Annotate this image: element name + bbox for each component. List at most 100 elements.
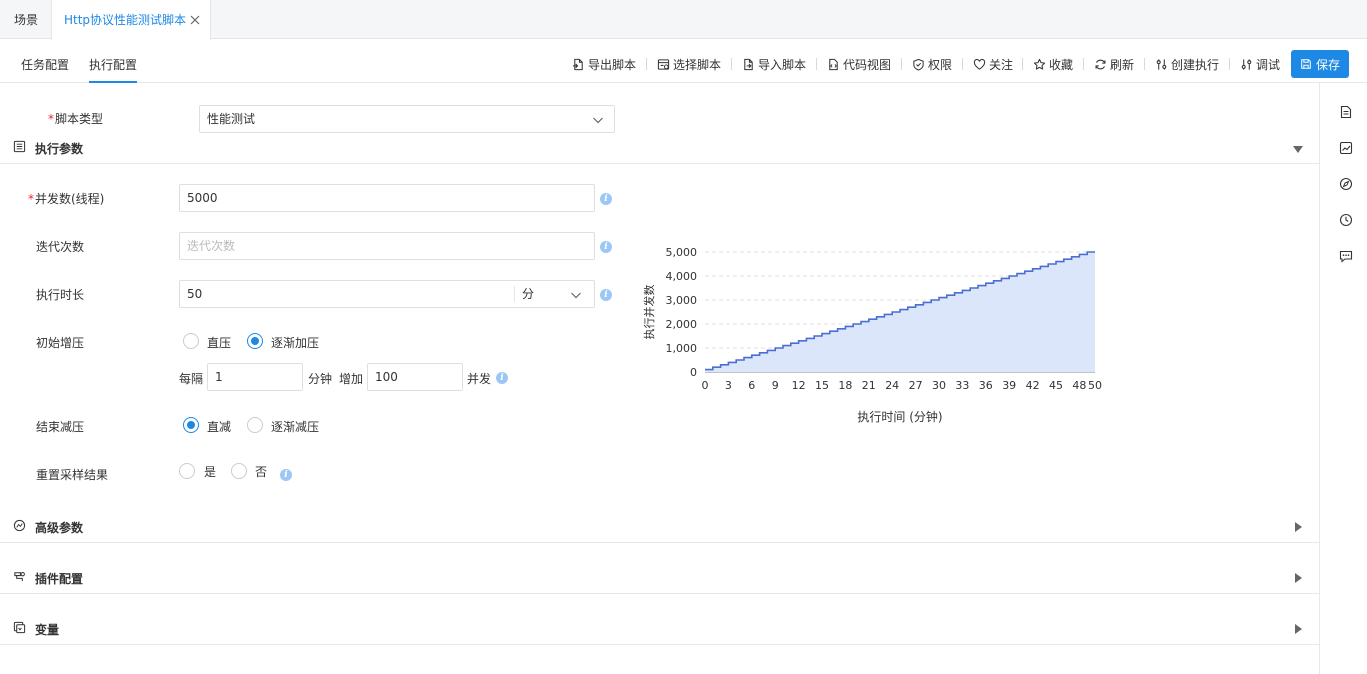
expand-icon[interactable]	[1295, 522, 1302, 532]
trend-chart-icon[interactable]	[1339, 141, 1353, 155]
chart-x-tick-label: 48	[1072, 379, 1086, 392]
permission-label: 权限	[928, 57, 953, 72]
follow-button[interactable]: 关注	[973, 56, 1013, 72]
info-icon[interactable]: i	[600, 289, 612, 301]
toolbar-divider	[731, 58, 732, 70]
save-icon	[1301, 59, 1311, 69]
code-view-button[interactable]: 代码视图	[827, 56, 891, 72]
chart-x-tick-label: 27	[909, 379, 923, 392]
section-divider	[0, 593, 1319, 594]
code-view-label: 代码视图	[843, 57, 892, 72]
tab-bar: 场景 Http协议性能测试脚本	[0, 0, 1367, 40]
debug-button[interactable]: 调试	[1240, 56, 1280, 72]
concurrency-label: *并发数(线程)	[28, 192, 105, 206]
minute-label: 分钟	[308, 372, 333, 386]
debug-label: 调试	[1256, 57, 1281, 72]
radio-reset-no[interactable]	[231, 463, 247, 479]
script-type-value: 性能测试	[207, 112, 256, 126]
list-icon	[13, 140, 26, 153]
compass-icon[interactable]	[1339, 177, 1353, 191]
duration-unit-select[interactable]: 分	[522, 287, 535, 301]
heart-icon	[973, 58, 986, 70]
info-icon[interactable]: i	[280, 469, 292, 481]
radio-direct-decrease[interactable]	[183, 417, 199, 433]
interval-input[interactable]: 1	[207, 363, 303, 391]
close-icon[interactable]	[189, 14, 201, 26]
radio-reset-no-label: 否	[255, 465, 268, 479]
concurrency-input[interactable]: 5000	[179, 184, 595, 212]
chart-x-tick-label: 12	[792, 379, 806, 392]
radio-gradual-decrease-label: 逐渐减压	[271, 420, 320, 434]
chart-x-tick-label: 50	[1088, 379, 1102, 392]
follow-label: 关注	[989, 57, 1014, 72]
radio-direct-pressure[interactable]	[183, 333, 199, 349]
advanced-params-title[interactable]: 高级参数	[35, 521, 84, 535]
import-script-button[interactable]: 导入脚本	[742, 56, 806, 72]
section-divider	[0, 644, 1319, 645]
script-type-select[interactable]: 性能测试	[199, 105, 615, 133]
tab-scene[interactable]: 场景	[14, 13, 39, 27]
clock-icon[interactable]	[1339, 213, 1353, 227]
info-icon[interactable]: i	[496, 372, 508, 384]
chart-x-tick-label: 15	[815, 379, 829, 392]
every-label: 每隔	[179, 372, 204, 386]
document-icon[interactable]	[1339, 105, 1353, 119]
favorite-label: 收藏	[1049, 57, 1074, 72]
tab-http-script[interactable]: Http协议性能测试脚本	[51, 0, 211, 40]
chart-x-tick-label: 30	[932, 379, 946, 392]
info-icon[interactable]: i	[600, 193, 612, 205]
save-button[interactable]: 保存	[1291, 50, 1349, 78]
chevron-down-icon	[593, 117, 603, 124]
ramp-down-label: 结束减压	[36, 420, 85, 434]
radio-gradual-ramp-up[interactable]	[247, 333, 263, 349]
refresh-button[interactable]: 刷新	[1094, 56, 1134, 72]
debug-sliders-icon	[1241, 58, 1252, 70]
comment-icon[interactable]	[1339, 249, 1353, 263]
favorite-button[interactable]: 收藏	[1033, 56, 1073, 72]
expand-icon[interactable]	[1295, 624, 1302, 634]
expand-icon[interactable]	[1295, 573, 1302, 583]
info-icon[interactable]: i	[600, 241, 612, 253]
script-type-label: *脚本类型	[48, 112, 104, 126]
radio-direct-pressure-label: 直压	[207, 336, 232, 350]
variables-title[interactable]: 变量	[35, 623, 60, 637]
radio-reset-yes[interactable]	[179, 463, 195, 479]
chart-x-tick-label: 24	[885, 379, 899, 392]
chart-x-tick-label: 45	[1049, 379, 1063, 392]
select-script-button[interactable]: 选择脚本	[657, 56, 721, 72]
chevron-down-icon	[571, 292, 581, 299]
section-divider	[0, 542, 1319, 543]
increment-input[interactable]: 100	[367, 363, 463, 391]
permission-button[interactable]: 权限	[912, 56, 952, 72]
subtab-task-config[interactable]: 任务配置	[21, 58, 70, 72]
collapse-icon[interactable]	[1293, 146, 1303, 153]
export-script-button[interactable]: 导出脚本	[572, 56, 636, 72]
chart-y-label: 执行并发数	[642, 285, 656, 340]
plugin-config-title[interactable]: 插件配置	[35, 572, 84, 586]
save-label: 保存	[1315, 57, 1340, 72]
duration-input[interactable]: 50 分	[179, 280, 595, 308]
chart-y-tick-label: 5,000	[666, 246, 698, 259]
exec-params-title: 执行参数	[35, 142, 84, 156]
iterations-input[interactable]: 迭代次数	[179, 232, 595, 260]
import-icon	[744, 58, 753, 70]
variable-icon	[13, 621, 26, 634]
chart-x-tick-label: 39	[1002, 379, 1016, 392]
export-icon	[572, 58, 583, 70]
chart-x-tick-label: 42	[1026, 379, 1040, 392]
radio-reset-yes-label: 是	[204, 465, 217, 479]
subtab-exec-config[interactable]: 执行配置	[89, 58, 138, 83]
sliders-icon	[1156, 58, 1167, 70]
radio-gradual-decrease[interactable]	[247, 417, 263, 433]
toolbar-divider	[1229, 58, 1230, 70]
concurrent-label: 并发	[467, 372, 492, 386]
create-execution-label: 创建执行	[1171, 57, 1220, 72]
chart-x-ticks: 0 3 6 9 12 15 18 21 24 27 30 33 36 39 42 45 48 50	[702, 379, 1103, 392]
star-icon	[1033, 58, 1046, 70]
refresh-label: 刷新	[1110, 57, 1135, 72]
increase-label: 增加	[339, 372, 364, 386]
refresh-icon	[1095, 59, 1106, 69]
toolbar-divider	[1022, 58, 1023, 70]
create-execution-button[interactable]: 创建执行	[1155, 56, 1219, 72]
